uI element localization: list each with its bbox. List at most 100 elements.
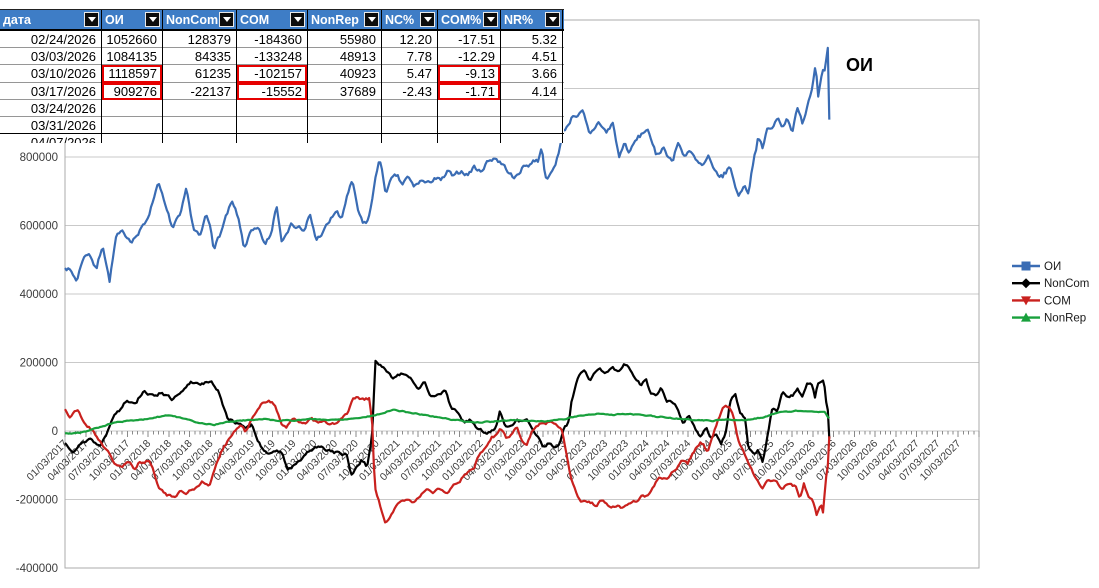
column-header-label: ОИ [105,12,124,27]
legend-label: ОИ [1044,261,1061,273]
table-cell-nonrep[interactable] [308,99,382,117]
table-cell-date[interactable]: 02/24/2026 [0,31,102,49]
table-cell-date[interactable]: 03/24/2026 [0,99,102,117]
table-cell-noncom[interactable] [163,117,237,135]
dropdown-arrow-icon [148,17,157,22]
table-cell-noncom[interactable]: 128379 [163,31,237,49]
table-cell-oi[interactable] [102,117,163,135]
table-row: 03/10/2026 1118597 61235 -102157 40923 5.47 -9… [0,65,564,83]
table-cell-com[interactable]: -133248 [237,48,308,66]
column-header-date: дата [0,10,102,29]
table-row: 03/31/2026 [0,117,564,135]
table-cell-date[interactable]: 03/03/2026 [0,48,102,66]
table-row-partial: 04/07/2026 [0,134,564,143]
table-cell-date[interactable]: 03/31/2026 [0,117,102,135]
filter-dropdown-button-nrp[interactable] [545,12,560,27]
table-cell-oi[interactable]: 1084135 [102,48,163,66]
table-cell-nrp[interactable]: 5.32 [501,31,563,49]
dropdown-arrow-icon [367,17,376,22]
table-cell-date[interactable]: 04/07/2026 [0,134,102,143]
filter-dropdown-button-com[interactable] [290,12,305,27]
dropdown-arrow-icon [222,17,231,22]
table-cell-comp[interactable] [438,134,501,143]
column-header-oi: ОИ [102,10,163,29]
table-cell-ncp[interactable] [382,99,438,117]
table-cell-nonrep[interactable]: 48913 [308,48,382,66]
table-cell-comp[interactable] [438,99,501,117]
table-cell-com[interactable] [237,99,308,117]
filter-dropdown-button-noncom[interactable] [219,12,234,27]
x-axis-labels: 01/03/201704/03/201707/03/201710/03/2017… [24,438,963,484]
table-cell-nonrep[interactable] [308,134,382,143]
table-cell-oi[interactable]: 1052660 [102,31,163,49]
table-cell-comp[interactable]: -17.51 [438,31,501,49]
table-cell-noncom[interactable]: 84335 [163,48,237,66]
table-cell-nrp[interactable] [501,117,563,135]
table-cell-com[interactable]: -184360 [237,31,308,49]
gridlines [65,88,979,500]
table-cell-nrp[interactable] [501,134,563,143]
table-cell-ncp[interactable]: 5.47 [382,65,438,83]
filter-dropdown-button-comp[interactable] [483,12,498,27]
table-cell-comp[interactable] [438,117,501,135]
table-cell-date[interactable]: 03/17/2026 [0,82,102,100]
table-cell-noncom[interactable] [163,99,237,117]
filter-dropdown-button-date[interactable] [84,12,99,27]
filter-dropdown-button-nonrep[interactable] [364,12,379,27]
table-cell-com[interactable] [237,134,308,143]
legend-item-noncom: NonCom [1012,278,1089,290]
column-header-ncp: NC% [382,10,438,29]
table-cell-oi[interactable]: 1118597 [102,65,163,83]
table-cell-com[interactable]: -102157 [237,65,308,83]
table-row: 03/03/2026 1084135 84335 -133248 48913 7.78 -1… [0,48,564,66]
dropdown-arrow-icon [87,17,96,22]
table-cell-noncom[interactable]: 61235 [163,65,237,83]
table-cell-ncp[interactable] [382,117,438,135]
table-cell-nonrep[interactable] [308,117,382,135]
table-cell-ncp[interactable]: 12.20 [382,31,438,49]
table-cell-noncom[interactable]: -22137 [163,82,237,100]
table-cell-oi[interactable] [102,134,163,143]
dropdown-arrow-icon [293,17,302,22]
table-cell-com[interactable] [237,117,308,135]
table-cell-nrp[interactable] [501,99,563,117]
dropdown-arrow-icon [486,17,495,22]
filter-dropdown-button-oi[interactable] [145,12,160,27]
table-cell-ncp[interactable]: 7.78 [382,48,438,66]
table-cell-oi[interactable] [102,99,163,117]
series-line-noncom [64,359,831,476]
table-cell-date[interactable]: 03/10/2026 [0,65,102,83]
table-cell-comp[interactable]: -12.29 [438,48,501,66]
table-cell-ncp[interactable] [382,134,438,143]
column-header-label: дата [3,12,31,27]
table-cell-nrp[interactable]: 4.14 [501,82,563,100]
y-axis-tick-label: 800000 [20,152,58,164]
table-cell-ncp[interactable]: -2.43 [382,82,438,100]
series-line-com [64,396,831,524]
column-header-noncom: NonCom [163,10,237,29]
column-header-label: NC% [385,12,415,27]
table-cell-comp[interactable]: -9.13 [438,65,501,83]
table-cell-nonrep[interactable]: 55980 [308,31,382,49]
series-line-oi [64,46,831,283]
chart-legend: ОИ NonCom COM NonRep [1012,261,1089,325]
table-cell-nrp[interactable]: 3.66 [501,65,563,83]
legend-item-oi: ОИ [1012,261,1061,273]
table-cell-noncom[interactable] [163,134,237,143]
legend-diamond-marker-icon [1021,278,1031,289]
table-row: 03/24/2026 [0,99,564,117]
table-cell-nrp[interactable]: 4.51 [501,48,563,66]
filter-dropdown-button-ncp[interactable] [420,12,435,27]
column-header-comp: COM% [438,10,501,29]
legend-label: COM [1044,295,1071,307]
table-cell-com[interactable]: -15552 [237,82,308,100]
table-cell-oi[interactable]: 909276 [102,82,163,100]
legend-label: NonCom [1044,278,1089,290]
table-cell-nonrep[interactable]: 40923 [308,65,382,83]
table-cell-nonrep[interactable]: 37689 [308,82,382,100]
column-header-label: NonCom [166,12,219,27]
legend-square-marker-icon [1021,261,1031,271]
table-cell-comp[interactable]: -1.71 [438,82,501,100]
